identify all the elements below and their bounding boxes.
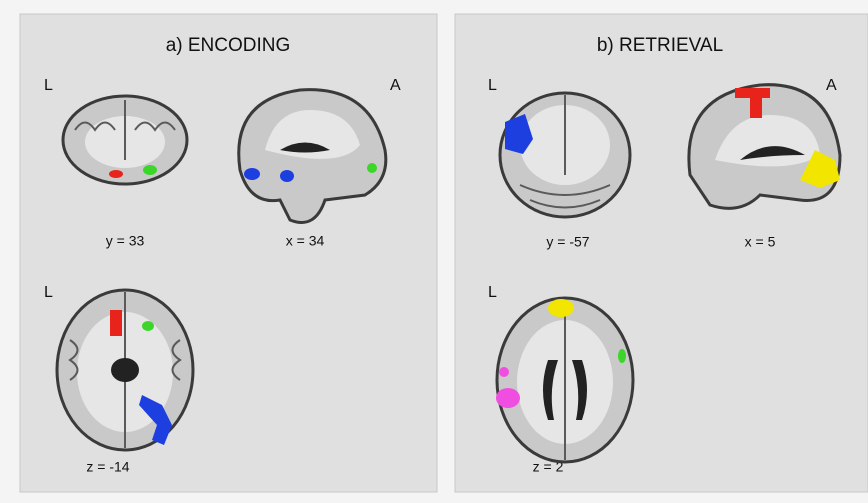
panel-title: b) RETRIEVAL <box>597 35 723 56</box>
orientation-label: A <box>390 77 401 94</box>
coronal-slice <box>498 91 632 219</box>
sagittal-slice <box>687 83 842 210</box>
axial-slice <box>495 296 635 464</box>
axial-slice <box>55 288 195 452</box>
orientation-label: A <box>826 77 837 94</box>
sagittal-slice <box>237 88 388 224</box>
orientation-label: L <box>488 77 497 94</box>
panel-title: a) ENCODING <box>166 35 291 56</box>
slice-caption: y = 33 <box>106 233 145 249</box>
coronal-slice <box>61 94 189 186</box>
slice-caption: x = 34 <box>286 233 325 249</box>
orientation-label: L <box>44 77 53 94</box>
slice-caption: y = -57 <box>546 234 589 250</box>
slice-caption: z = -14 <box>86 459 129 475</box>
orientation-label: L <box>44 284 53 301</box>
orientation-label: L <box>488 284 497 301</box>
slice-caption: x = 5 <box>745 234 776 250</box>
